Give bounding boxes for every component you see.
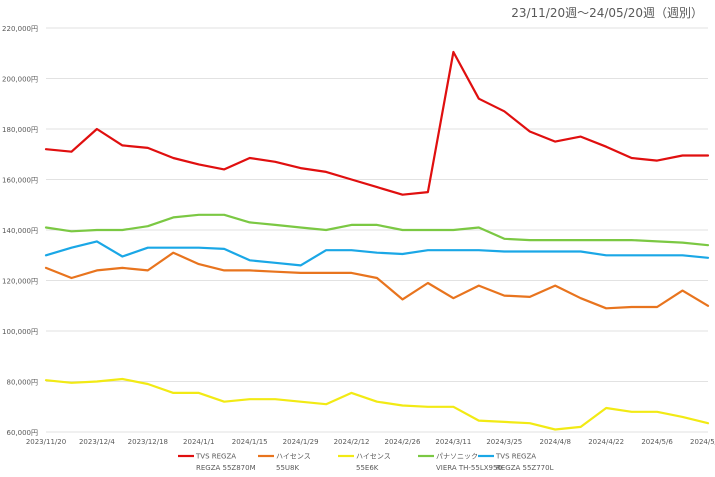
legend-series-name: TVS REGZA (495, 453, 536, 461)
y-tick-label: 220,000円 (2, 25, 38, 33)
x-axis: 2023/11/20 2023/12/4 2023/12/18 2024/1/1 202… (26, 438, 715, 446)
legend-series-model: 55U8K (276, 464, 299, 472)
series-lines (44, 50, 710, 431)
x-tick-label: 2024/1/1 (183, 438, 214, 446)
x-tick-label: 2024/2/12 (334, 438, 370, 446)
y-tick-label: 60,000円 (7, 429, 39, 437)
legend-series-model: REGZA 55Z770L (496, 464, 554, 472)
x-tick-label: 2024/3/25 (486, 438, 522, 446)
series-line-2 (44, 251, 710, 310)
legend-series-model: REGZA 55Z870M (196, 464, 256, 472)
y-tick-label: 140,000円 (2, 227, 38, 235)
x-tick-label: 2024/5/20 (690, 438, 715, 446)
x-tick-label: 2024/5/6 (641, 438, 673, 446)
series-line-4 (44, 213, 710, 247)
legend-series-model: 55E6K (356, 464, 379, 472)
legend-series-name: TVS REGZA (195, 453, 236, 461)
x-tick-label: 2024/2/26 (385, 438, 421, 446)
y-tick-label: 120,000円 (2, 278, 38, 286)
legend-series-name: ハイセンス (356, 453, 391, 461)
x-tick-label: 2024/1/29 (283, 438, 319, 446)
x-tick-label: 2024/1/15 (232, 438, 268, 446)
legend-series-name: ハイセンス (276, 453, 311, 461)
y-tick-label: 180,000円 (2, 126, 38, 134)
y-tick-label: 160,000円 (2, 177, 38, 185)
x-tick-label: 2024/4/22 (588, 438, 624, 446)
legend-series-model: VIERA TH-55LX950 (436, 464, 502, 472)
series-line-3 (44, 377, 710, 431)
legend: TVS REGZA REGZA 55Z870M ハイセンス 55U8K ハイセンス 55E… (178, 453, 554, 472)
gridlines (46, 27, 708, 433)
y-tick-label: 80,000円 (7, 379, 39, 387)
x-tick-label: 2023/11/20 (26, 438, 66, 446)
y-axis: 60,000円 80,000円 100,000円 120,000円 140,000円 16… (2, 25, 38, 437)
x-tick-label: 2024/4/8 (540, 438, 571, 446)
y-tick-label: 100,000円 (2, 328, 38, 336)
x-tick-label: 2023/12/18 (128, 438, 168, 446)
series-line-1 (44, 50, 710, 196)
legend-series-name: パナソニック (436, 453, 478, 461)
chart-title: 23/11/20週〜24/05/20週（週別） (511, 6, 703, 20)
x-tick-label: 2023/12/4 (79, 438, 115, 446)
x-tick-label: 2024/3/11 (435, 438, 471, 446)
series-line-5 (44, 240, 710, 267)
y-tick-label: 200,000円 (2, 76, 38, 84)
